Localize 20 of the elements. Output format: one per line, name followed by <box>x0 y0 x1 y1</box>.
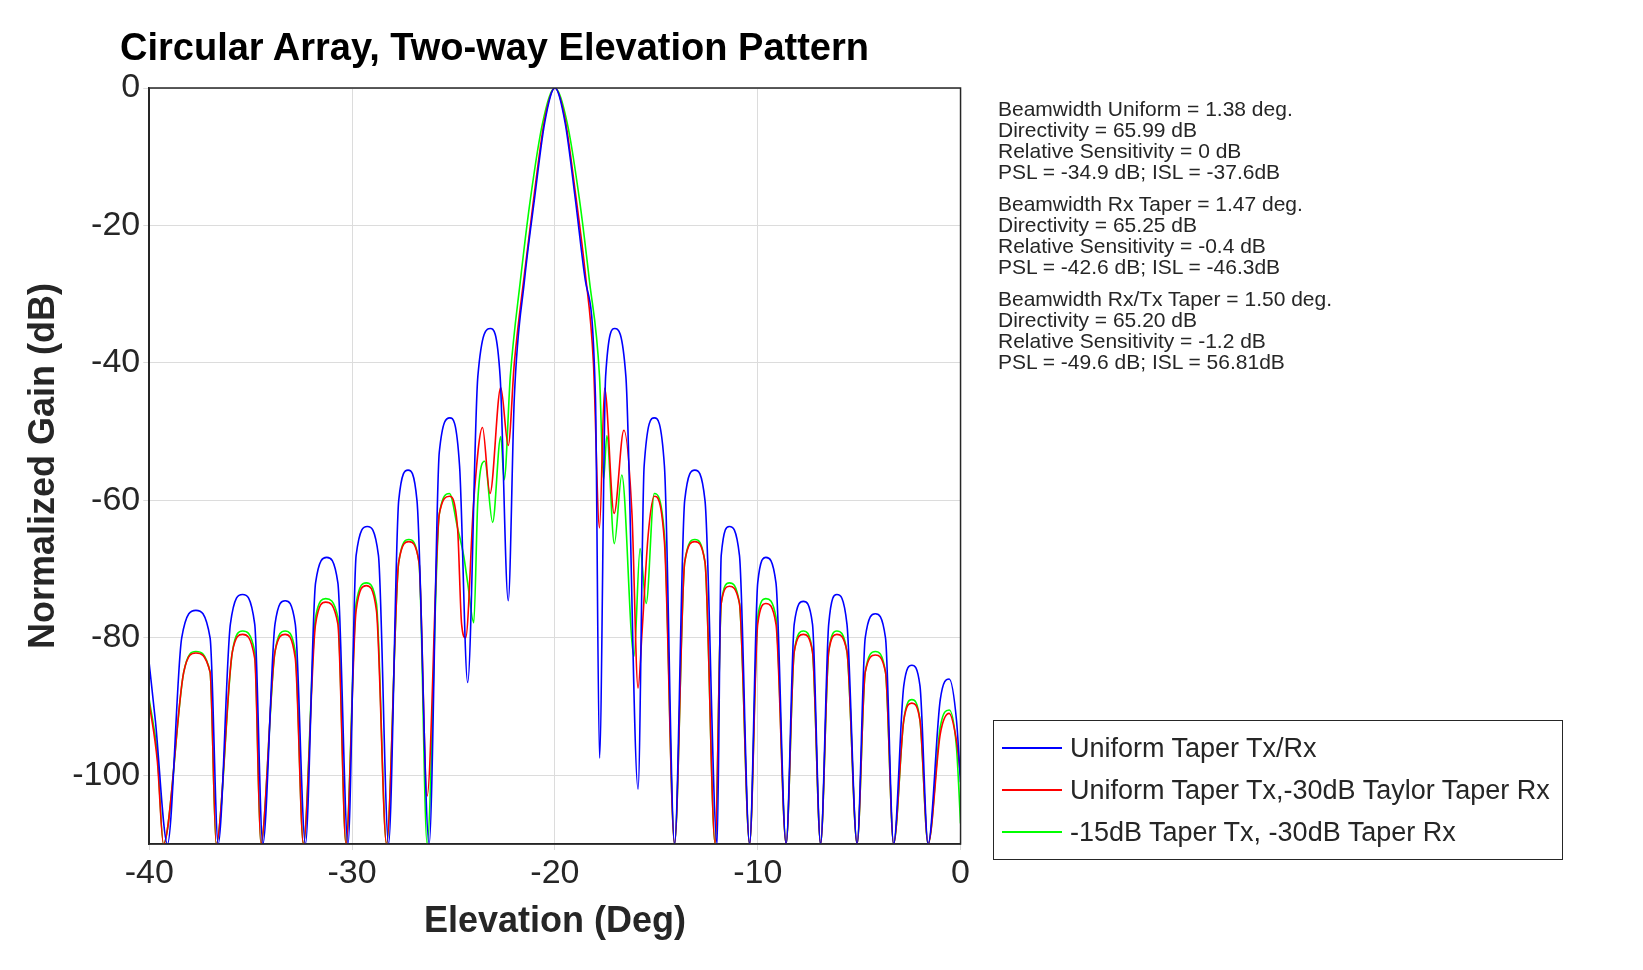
x-tick-label: -20 <box>530 851 580 890</box>
y-tick-label: -20 <box>91 203 141 242</box>
x-tick-label: -10 <box>733 851 783 890</box>
text: Beamwidth Rx/Tx Taper = 1.50 deg. Directivity = 65.20 dB Relative Sensitivity = -1.2 dB PSL = -49.6 dB; ISL = 56.81dB <box>998 287 1333 373</box>
y-tick-label: -40 <box>91 341 141 380</box>
legend-label: Uniform Taper Tx,-30dB Taylor Taper Rx <box>1070 774 1550 806</box>
y-tick-label: -80 <box>91 616 141 655</box>
legend-label: -15dB Taper Tx, -30dB Taper Rx <box>1070 816 1456 848</box>
y-tick-label: -60 <box>91 478 141 517</box>
x-axis-title: Elevation (Deg) <box>423 899 686 941</box>
x-tick-label: -30 <box>327 851 377 890</box>
text: Beamwidth Rx Taper = 1.47 deg. Directivity = 65.25 dB Relative Sensitivity = -0.4 dB PSL = -42.6 dB; ISL = -46.3dB <box>998 192 1304 278</box>
x-tick-label: -40 <box>124 851 174 890</box>
legend-label: Uniform Taper Tx/Rx <box>1070 732 1317 764</box>
y-axis-title: Normalized Gain (dB) <box>20 282 62 650</box>
y-tick-label: 0 <box>121 66 141 105</box>
x-tick-label: 0 <box>951 851 971 890</box>
y-tick-label: -100 <box>72 753 141 792</box>
text: Beamwidth Uniform = 1.38 deg. Directivity = 65.99 dB Relative Sensitivity = 0 dB PSL = -34.9 dB; ISL = -37.6dB <box>998 97 1294 183</box>
chart-title: Circular Array, Two-way Elevation Pattern <box>120 26 869 69</box>
